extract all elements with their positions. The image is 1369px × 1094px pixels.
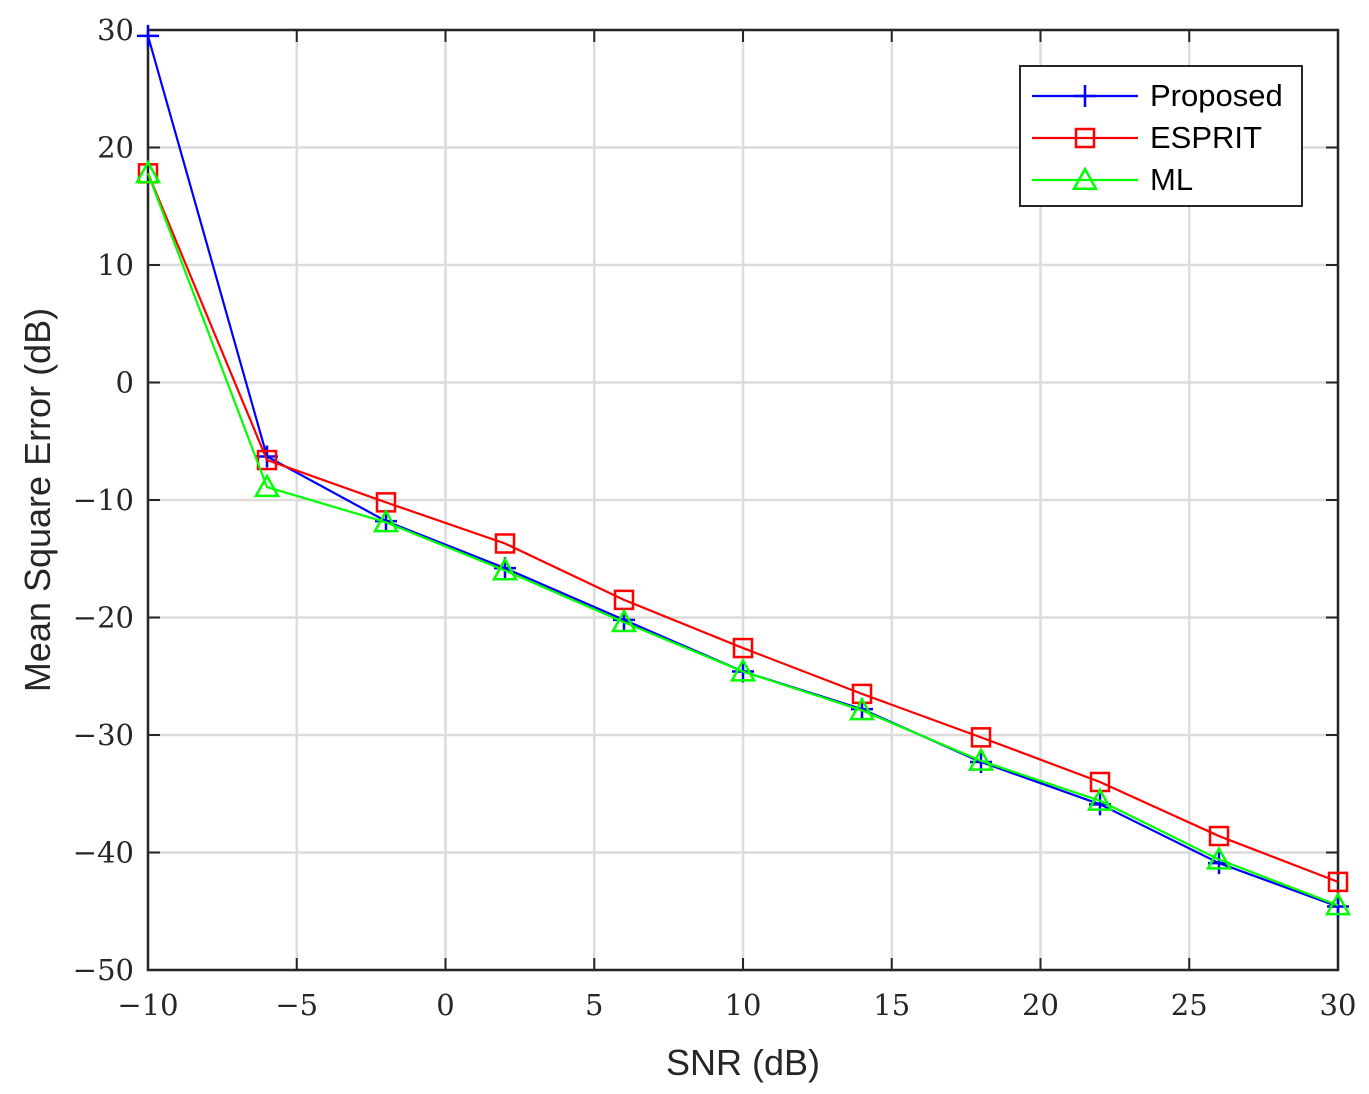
data-point-ml <box>1086 787 1114 811</box>
data-point-ml <box>729 657 757 682</box>
data-point-proposed <box>256 445 278 468</box>
y-tick-label: −10 <box>73 483 134 517</box>
x-tick-label: 5 <box>585 988 603 1022</box>
data-point-esprit <box>256 449 278 471</box>
legend-marker-esprit <box>1074 127 1096 149</box>
legend-label-proposed: Proposed <box>1150 78 1283 113</box>
data-point-esprit <box>494 533 516 554</box>
data-point-ml <box>1205 845 1233 870</box>
x-tick-label: 30 <box>1320 988 1357 1022</box>
legend-marker-ml <box>1071 166 1099 191</box>
data-point-esprit <box>1208 825 1230 847</box>
y-tick-labels: −50 −40 −30 −20 −10 0 10 20 30 <box>73 13 134 987</box>
x-tick-label: 15 <box>873 988 910 1022</box>
y-tick-label: −50 <box>73 953 134 987</box>
series-layer <box>134 24 1352 918</box>
x-tick-labels: −10 −5 0 5 10 15 20 25 30 <box>117 988 1356 1022</box>
data-point-esprit <box>851 683 873 705</box>
data-point-ml <box>610 608 638 633</box>
x-tick-label: 0 <box>436 988 454 1022</box>
data-point-esprit <box>1327 871 1349 893</box>
x-tick-label: 10 <box>725 988 762 1022</box>
data-point-ml <box>491 556 519 581</box>
x-tick-label: −5 <box>275 988 318 1022</box>
data-point-ml <box>848 696 876 721</box>
data-point-proposed <box>137 24 159 47</box>
series-ml <box>134 159 1352 916</box>
data-point-ml <box>372 508 400 533</box>
x-axis-title: SNR (dB) <box>666 1042 820 1083</box>
x-tick-label: −10 <box>117 988 178 1022</box>
y-tick-label: 20 <box>97 131 134 165</box>
series-line-esprit <box>146 172 1339 883</box>
x-tick-label: 20 <box>1022 988 1059 1022</box>
data-point-ml <box>967 747 995 771</box>
legend-box <box>1019 65 1303 207</box>
data-point-ml <box>134 159 162 184</box>
legend-label-ml: ML <box>1150 162 1193 197</box>
data-point-esprit <box>970 727 992 748</box>
y-axis-title: Mean Square Error (dB) <box>17 308 58 692</box>
legend-marker-proposed <box>1074 85 1096 107</box>
data-point-ml <box>253 473 281 498</box>
y-tick-label: 30 <box>97 13 134 47</box>
legend-entries <box>1032 85 1138 191</box>
y-tick-label: 10 <box>97 248 134 282</box>
data-point-ml <box>1324 891 1352 916</box>
legend: Proposed ESPRIT ML <box>1019 65 1303 207</box>
x-tick-label: 25 <box>1171 988 1208 1022</box>
axis-ticks <box>147 29 1339 971</box>
y-tick-label: −40 <box>73 836 134 870</box>
legend-label-esprit: ESPRIT <box>1150 120 1262 155</box>
data-point-esprit <box>732 637 754 659</box>
y-tick-label: −20 <box>73 601 134 635</box>
series-line-ml <box>146 172 1339 907</box>
y-tick-label: −30 <box>73 718 134 752</box>
y-tick-label: 0 <box>116 366 134 400</box>
